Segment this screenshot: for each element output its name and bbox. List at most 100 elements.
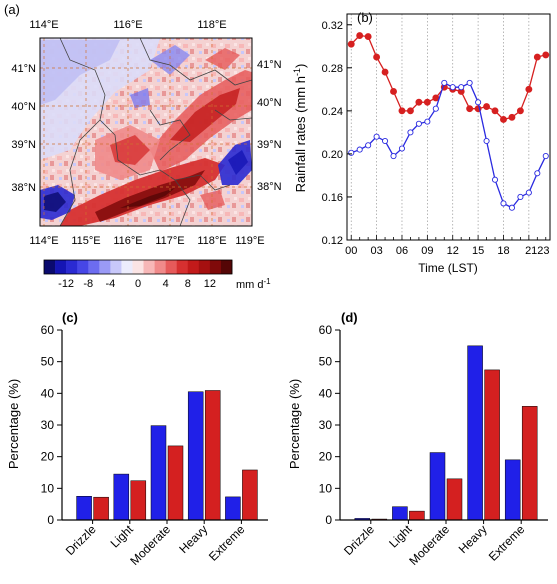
panel-b-xtick-label: 00	[345, 245, 357, 257]
panel-b-point	[483, 137, 490, 145]
map-bottom-lon-label: 118°E	[197, 235, 226, 247]
panel-c-ytick-label: 10	[41, 481, 55, 495]
panel-b-point	[415, 98, 423, 106]
panel-b-xtick-label: 09	[421, 245, 433, 257]
panel-b-point	[356, 146, 363, 153]
colorbar	[43, 259, 233, 275]
colorbar-swatch	[55, 260, 67, 274]
panel-b-axis-ticks	[347, 24, 547, 241]
panel-b-point	[449, 84, 456, 91]
panel-b-point	[525, 189, 532, 196]
map-top-lon-label: 118°E	[197, 19, 226, 31]
colorbar-tick-label: 0	[135, 278, 141, 290]
panel-b-xtick-label: 15	[472, 245, 484, 257]
panel-b-series-line-1	[350, 34, 546, 121]
panel-d-ytick-label: 0	[325, 513, 332, 527]
map-top-lon-label: 116°E	[113, 19, 142, 31]
panel-d-axes	[335, 329, 548, 524]
map-left-lat-label: 41°N	[11, 63, 36, 75]
panel-c-ytick-label: 60	[41, 323, 55, 337]
panel-b-point	[373, 133, 380, 140]
panel-b-point	[390, 88, 397, 95]
panel-b-point	[516, 107, 524, 115]
panel-d-label: (d)	[341, 310, 358, 325]
colorbar-swatch	[165, 260, 178, 274]
c-bar	[225, 496, 241, 521]
panel-d-ytick-label: 60	[319, 323, 333, 337]
panel-b-point	[542, 153, 549, 160]
panel-b-point	[491, 176, 499, 183]
c-bar	[187, 391, 204, 521]
colorbar-swatch	[44, 260, 56, 274]
d-bar	[467, 345, 483, 521]
c-bar	[93, 496, 109, 521]
panel-a-map: (a)	[4, 2, 282, 291]
panel-b-point	[415, 120, 422, 127]
d-bar	[484, 369, 500, 521]
d-bar	[521, 406, 538, 521]
panel-b-point	[432, 94, 440, 102]
panel-d-ylabel: Percentage (%)	[287, 379, 302, 469]
map-bottom-lon-label: 117°E	[155, 235, 184, 247]
colorbar-tick-label: -12	[58, 278, 74, 290]
panel-d-bar-chart: (d) 0 10 20 30 40 50 60 Drizzle Light Mo…	[287, 310, 548, 568]
panel-b-point	[508, 113, 516, 121]
panel-c-label: (c)	[62, 310, 78, 325]
panel-b-point	[525, 85, 533, 93]
panel-b-point	[533, 53, 541, 61]
panel-c-axes	[57, 329, 268, 524]
panel-b-label: (b)	[357, 10, 373, 25]
panel-a-label: (a)	[4, 2, 20, 17]
panel-b-point	[373, 53, 381, 61]
map-right-lat-label: 41°N	[257, 59, 282, 71]
panel-c-ylabel: Percentage (%)	[6, 379, 21, 469]
colorbar-swatch	[154, 260, 166, 274]
colorbar-tick-label: -4	[105, 278, 115, 290]
panel-c-bar-chart: (c) 0 10 20 30 40 50 60 Drizzle Light Mo…	[6, 310, 268, 568]
d-bar	[446, 478, 463, 521]
map-bottom-lon-label: 119°E	[235, 235, 264, 247]
colorbar-swatch	[143, 260, 155, 274]
panel-c-ytick-label: 0	[47, 513, 54, 527]
panel-c-ytick-label: 50	[41, 355, 55, 369]
d-bar	[504, 459, 521, 521]
panel-b-point	[475, 99, 482, 106]
panel-b-point	[508, 204, 515, 211]
panel-c-bars	[76, 390, 258, 521]
map-left-lat-label: 39°N	[11, 139, 36, 151]
map-left-lat-label: 40°N	[11, 101, 36, 113]
panel-d-category-label: Drizzle	[341, 522, 377, 558]
panel-b-point	[432, 105, 439, 112]
panel-b-point	[491, 107, 499, 115]
panel-c-ytick-label: 20	[41, 450, 55, 464]
panel-b-ytick-label: 0.16	[322, 192, 343, 204]
panel-d-ytick-label: 30	[319, 418, 333, 432]
colorbar-swatch	[77, 260, 89, 274]
panel-b-series-line-2	[350, 81, 547, 209]
panel-c-category-label: Extreme	[206, 522, 248, 564]
panel-c-category-label: Drizzle	[63, 522, 99, 558]
panel-b-point	[406, 107, 414, 115]
panel-d-category-label: Light	[386, 522, 415, 551]
panel-b-point	[458, 84, 465, 91]
map-frame	[39, 37, 253, 227]
map-bottom-lon-label: 115°E	[71, 235, 100, 247]
colorbar-tick-label: 12	[204, 278, 216, 290]
c-bar	[76, 496, 92, 521]
colorbar-swatch	[176, 260, 189, 274]
panel-b-xtick-label: 06	[396, 245, 408, 257]
panel-c-ytick-label: 30	[41, 418, 55, 432]
panel-b-frame	[346, 13, 551, 241]
panel-b-point	[466, 105, 474, 113]
panel-b-xtick-label: 03	[370, 245, 382, 257]
panel-c-category-label: Heavy	[176, 522, 210, 556]
panel-b-xtick-label: 12	[447, 245, 459, 257]
panel-b-point	[398, 107, 406, 115]
panel-d-category-label: Extreme	[486, 522, 528, 564]
panel-b-point	[348, 149, 355, 156]
panel-b-point	[390, 153, 397, 160]
panel-b-point	[356, 32, 364, 39]
panel-d-ytick-label: 40	[319, 386, 333, 400]
panel-b-point	[382, 137, 389, 145]
panel-b-point	[466, 79, 473, 86]
